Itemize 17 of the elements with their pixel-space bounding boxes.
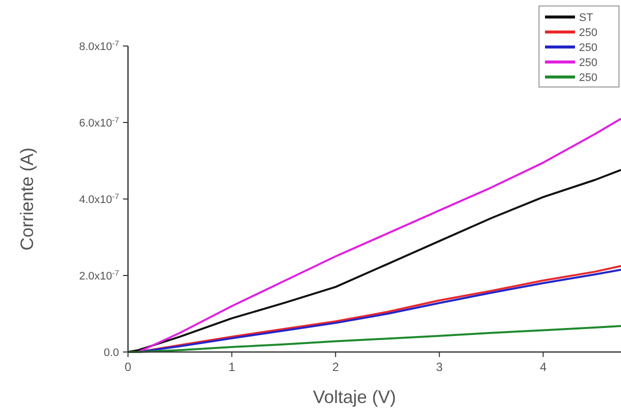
legend-label: 250 bbox=[579, 42, 598, 54]
y-axis-title: Corriente (A) bbox=[17, 147, 37, 251]
y-tick-label: 0.0 bbox=[104, 347, 119, 359]
y-tick-label: 2.0x10$^{-7}$ bbox=[79, 268, 119, 282]
legend-label: 250 bbox=[579, 72, 598, 84]
x-tick-label: 3 bbox=[436, 360, 444, 374]
x-tick-label: 1 bbox=[228, 360, 236, 374]
x-axis-title: Voltaje (V) bbox=[312, 387, 396, 407]
legend-label: 250 bbox=[579, 27, 598, 39]
legend-label: ST bbox=[579, 12, 594, 24]
y-tick-label: 6.0x10$^{-7}$ bbox=[79, 115, 119, 130]
x-tick-label: 4 bbox=[540, 360, 547, 374]
legend-label: 250 bbox=[579, 57, 598, 69]
y-tick-label: 4.0x10$^{-7}$ bbox=[79, 192, 119, 206]
x-tick-label: 0 bbox=[124, 360, 132, 374]
x-tick-label: 2 bbox=[332, 360, 340, 374]
y-tick-label: 8.0x10$^{-7}$ bbox=[79, 38, 119, 53]
